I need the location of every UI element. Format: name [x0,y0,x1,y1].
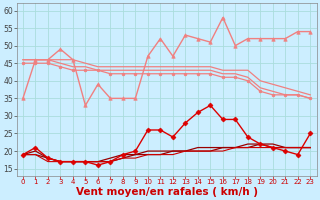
X-axis label: Vent moyen/en rafales ( km/h ): Vent moyen/en rafales ( km/h ) [76,187,258,197]
